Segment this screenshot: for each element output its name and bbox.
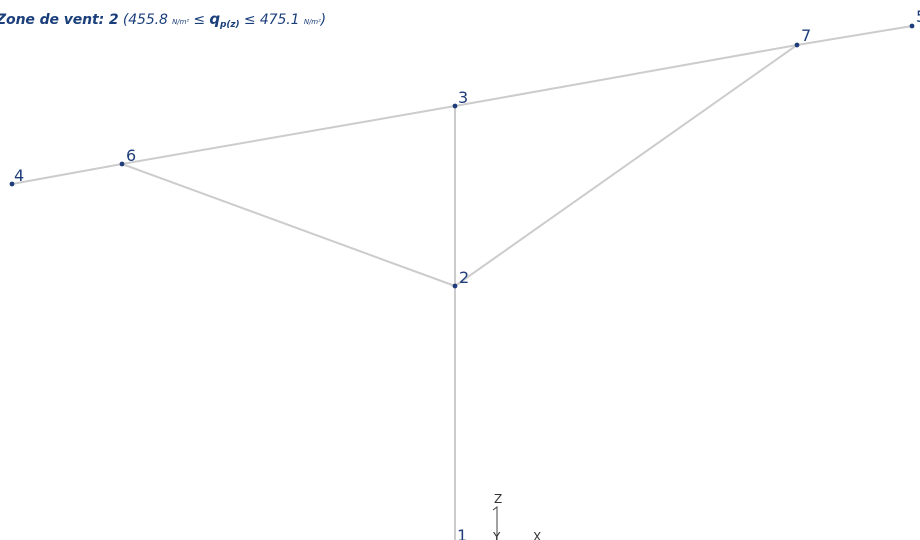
axis-triad: Z Y X [492,492,541,540]
node-label-5: 5 [916,7,920,26]
node-5[interactable] [909,23,915,29]
axis-z-label: Z [494,492,502,506]
node-label-3: 3 [458,88,468,107]
node-6[interactable] [119,161,125,167]
member-4-6[interactable] [11,163,123,185]
node-label-1: 1 [457,526,467,540]
wind-zone-label: Zone de vent: 2 [0,12,119,28]
axis-z-line [492,506,498,540]
q-symbol: q [209,10,220,28]
unit-min: N/m² [172,18,189,26]
member-6-3[interactable] [121,105,456,165]
node-label-2: 2 [459,268,469,287]
node-label-6: 6 [126,146,136,165]
leq-symbol-2: ≤ [243,12,256,28]
node-2[interactable] [452,283,458,289]
node-7[interactable] [794,42,800,48]
range-max: 475.1 [259,12,300,28]
member-2-6[interactable] [121,163,456,287]
member-2-7[interactable] [454,44,798,287]
unit-max: N/m² [303,18,321,26]
node-4[interactable] [9,181,15,187]
q-subscript: p(z) [220,20,240,30]
axis-y-label: Y [492,530,501,540]
member-7-5[interactable] [796,25,913,46]
range-close: ) [320,12,327,28]
axis-x-label: X [533,530,541,540]
node-3[interactable] [452,103,458,109]
range-open: (455.8 [122,12,168,28]
member-3-7[interactable] [454,44,798,107]
node-label-4: 4 [14,166,24,185]
nodes-layer: 1 2 3 4 5 6 7 [9,7,920,540]
leq-symbol-1: ≤ [193,12,205,28]
node-label-7: 7 [801,26,811,45]
wind-zone-title: Zone de vent: 2 (455.8 N/m² ≤ qp(z) ≤ 47… [0,10,326,30]
members-layer [11,25,913,540]
